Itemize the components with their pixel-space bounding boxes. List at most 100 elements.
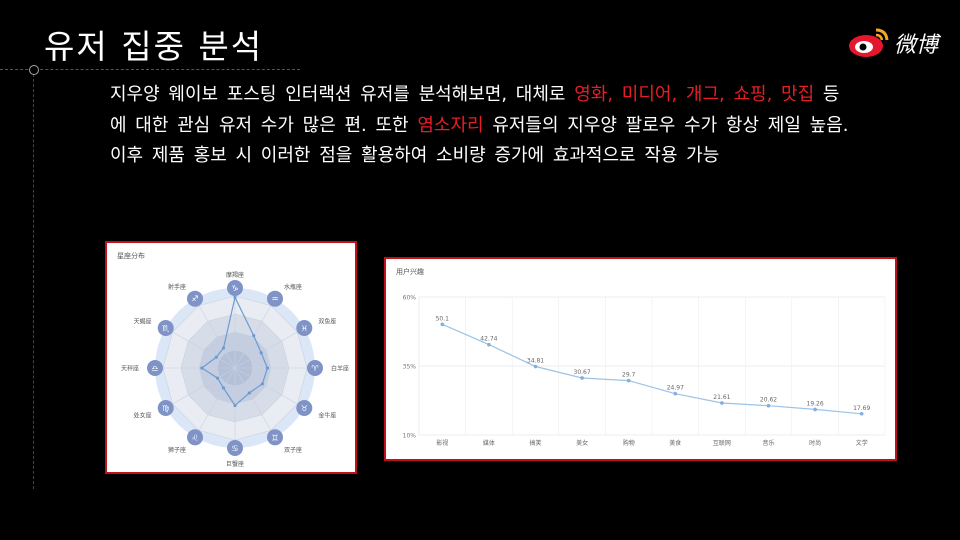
x-tick-label: 搞笑: [529, 439, 541, 447]
radar-spoke: [234, 331, 298, 369]
line-chart-title: 用户兴趣: [396, 268, 424, 276]
x-tick-label: 购物: [623, 439, 635, 447]
radar-category-label: 狮子座: [168, 446, 186, 454]
constellation-radar-panel: 星座分布 ♑ 摩羯座 ♒ 水瓶座 ♓ 双鱼座 ♈ 白羊座 ♉ 金牛座 ♊ 双子座 ♋ 巨蟹座 ♌ 狮子座 ♍ 处女…: [105, 241, 357, 474]
zodiac-icon: [187, 429, 203, 446]
radar-category-label: 双鱼座: [318, 318, 336, 326]
radar-spoke: [172, 331, 236, 369]
data-label: 24.97: [667, 385, 684, 392]
radar-point: [200, 366, 204, 370]
data-label: 20.62: [760, 397, 777, 404]
divider-dot: [29, 65, 39, 75]
zodiac-icon: [296, 400, 313, 416]
radar-category-label: 处女座: [134, 412, 152, 420]
paragraph-text: 등에 대한 관심 유저 수가 많은 편. 또한: [110, 84, 840, 136]
radar-spoke: [172, 367, 236, 405]
zodiac-glyph-icon: ♐: [191, 295, 198, 304]
paragraph-text: 유저들의 지우양 팔로우 수가 항상 제일 높음. 이후 제품 홍보 시 이러한…: [110, 114, 849, 167]
line-point: [766, 403, 771, 408]
data-label: 30.67: [574, 369, 591, 376]
line-point: [440, 322, 445, 327]
zodiac-glyph-icon: ♎: [151, 364, 158, 373]
line-point: [487, 342, 491, 347]
zodiac-icon: [227, 440, 243, 456]
highlight-text: 염소자리: [417, 114, 484, 136]
analysis-paragraph: 지우양 웨이보 포스팅 인터랙션 유저를 분석해보면, 대체로 영화, 미디어,…: [110, 80, 850, 172]
line-chart: 60% 35% 10% 50.1 影视 42.74 媒体 34.81 搞笑 30.67 美女 29.7…: [403, 295, 886, 447]
line-point: [813, 407, 817, 412]
radar-spoke: [198, 367, 236, 431]
zodiac-icon: [187, 290, 203, 307]
x-tick-label: 影视: [436, 439, 448, 447]
radar-point: [233, 295, 237, 300]
data-label: 21.61: [713, 394, 730, 401]
zodiac-glyph-icon: ♑: [231, 284, 238, 293]
radar-category-label: 摩羯座: [226, 271, 244, 279]
zodiac-icon: [307, 360, 323, 376]
radar-point: [215, 376, 220, 380]
zodiac-glyph-icon: ♋: [231, 444, 238, 453]
radar-category-label: 金牛座: [318, 412, 336, 420]
radar-point: [221, 386, 226, 390]
radar-category-label: 射手座: [168, 283, 186, 291]
weibo-logo: 微博: [846, 24, 946, 60]
line-point: [626, 378, 631, 383]
line-point: [673, 391, 678, 396]
zodiac-glyph-icon: ♍: [162, 404, 169, 413]
y-tick-label: 35%: [403, 364, 417, 371]
zodiac-glyph-icon: ♉: [301, 404, 308, 413]
zodiac-glyph-icon: ♈: [311, 364, 318, 373]
zodiac-glyph-icon: ♊: [271, 433, 278, 442]
data-label: 17.69: [853, 405, 870, 412]
radar-category-label: 水瓶座: [284, 283, 302, 291]
radar-spoke: [234, 367, 298, 405]
data-label: 42.74: [480, 336, 497, 343]
user-interest-line-panel: 用户兴趣 60% 35% 10% 50.1 影视 42.74 媒体 34.81 搞笑 30.67 美…: [384, 257, 897, 461]
zodiac-icon: [227, 280, 243, 296]
radar-point: [252, 333, 256, 338]
radar-chart: ♑ 摩羯座 ♒ 水瓶座 ♓ 双鱼座 ♈ 白羊座 ♉ 金牛座 ♊ 双子座 ♋ 巨蟹座 ♌ 狮子座 ♍ 处女座 ♎ 天秤座…: [121, 271, 349, 468]
radar-category-label: 双子座: [284, 446, 302, 454]
line-point: [859, 411, 864, 416]
y-tick-label: 10%: [403, 433, 417, 440]
x-tick-label: 互联网: [713, 439, 731, 447]
x-tick-label: 媒体: [483, 439, 495, 447]
radar-point: [214, 355, 218, 359]
radar-point: [259, 351, 263, 355]
radar-spoke: [234, 367, 272, 431]
radar-category-label: 天蝎座: [134, 318, 152, 326]
zodiac-icon: [296, 320, 313, 336]
radar-category-label: 巨蟹座: [226, 460, 244, 468]
line-series: [442, 323, 862, 415]
data-label: 50.1: [436, 315, 450, 322]
highlight-text: 영화, 미디어, 개그, 쇼핑, 맛집: [574, 84, 815, 105]
zodiac-icon: [157, 320, 174, 336]
zodiac-glyph-icon: ♌: [191, 433, 198, 442]
paragraph-text: 지우양 웨이보 포스팅 인터랙션 유저를 분석해보면, 대체로: [110, 84, 575, 105]
zodiac-icon: [147, 360, 163, 376]
radar-point: [247, 391, 251, 395]
zodiac-glyph-icon: ♏: [162, 324, 170, 333]
radar-point: [233, 403, 237, 408]
zodiac-icon: [267, 290, 283, 307]
line-point: [533, 364, 538, 369]
radar-category-label: 白羊座: [331, 365, 349, 373]
data-label: 29.7: [622, 372, 636, 379]
vertical-guide-line: [33, 69, 34, 489]
page-title: 유저 집중 분석: [44, 27, 264, 66]
zodiac-icon: [157, 400, 174, 416]
x-tick-label: 音乐: [762, 439, 774, 447]
data-label: 34.81: [527, 358, 544, 365]
radar-chart-title: 星座分布: [117, 252, 145, 260]
x-tick-label: 文学: [856, 439, 868, 447]
zodiac-icon: [267, 429, 283, 446]
y-tick-label: 60%: [403, 295, 417, 302]
radar-point: [265, 366, 269, 370]
radar-point: [260, 382, 265, 386]
x-tick-label: 时尚: [809, 439, 821, 447]
data-label: 19.26: [807, 400, 824, 407]
radar-spoke: [198, 305, 236, 369]
zodiac-glyph-icon: ♒: [271, 295, 278, 304]
zodiac-glyph-icon: ♓: [301, 324, 308, 333]
line-point: [580, 376, 584, 380]
